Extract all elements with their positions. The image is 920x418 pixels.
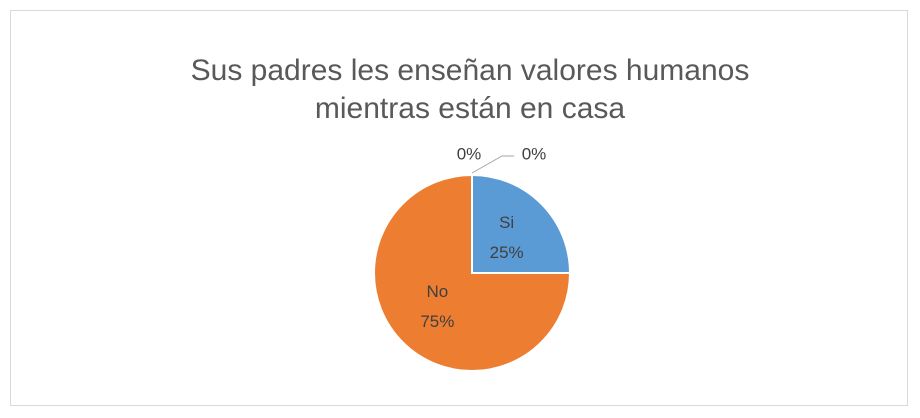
- chart-title: Sus padres les enseñan valores humanos m…: [190, 54, 750, 125]
- slice-category-label: Si: [499, 213, 514, 232]
- leader-line: [471, 155, 514, 174]
- slice-value-label: 25%: [490, 243, 524, 262]
- pie-slice: [373, 173, 572, 372]
- slice-value-label: 75%: [420, 312, 454, 331]
- slice-category-label: No: [426, 282, 448, 301]
- slice-value-label: 0%: [522, 144, 547, 163]
- slice-value-label: 0%: [457, 144, 482, 163]
- chart-frame: [10, 10, 908, 406]
- pie-slice: [471, 173, 572, 274]
